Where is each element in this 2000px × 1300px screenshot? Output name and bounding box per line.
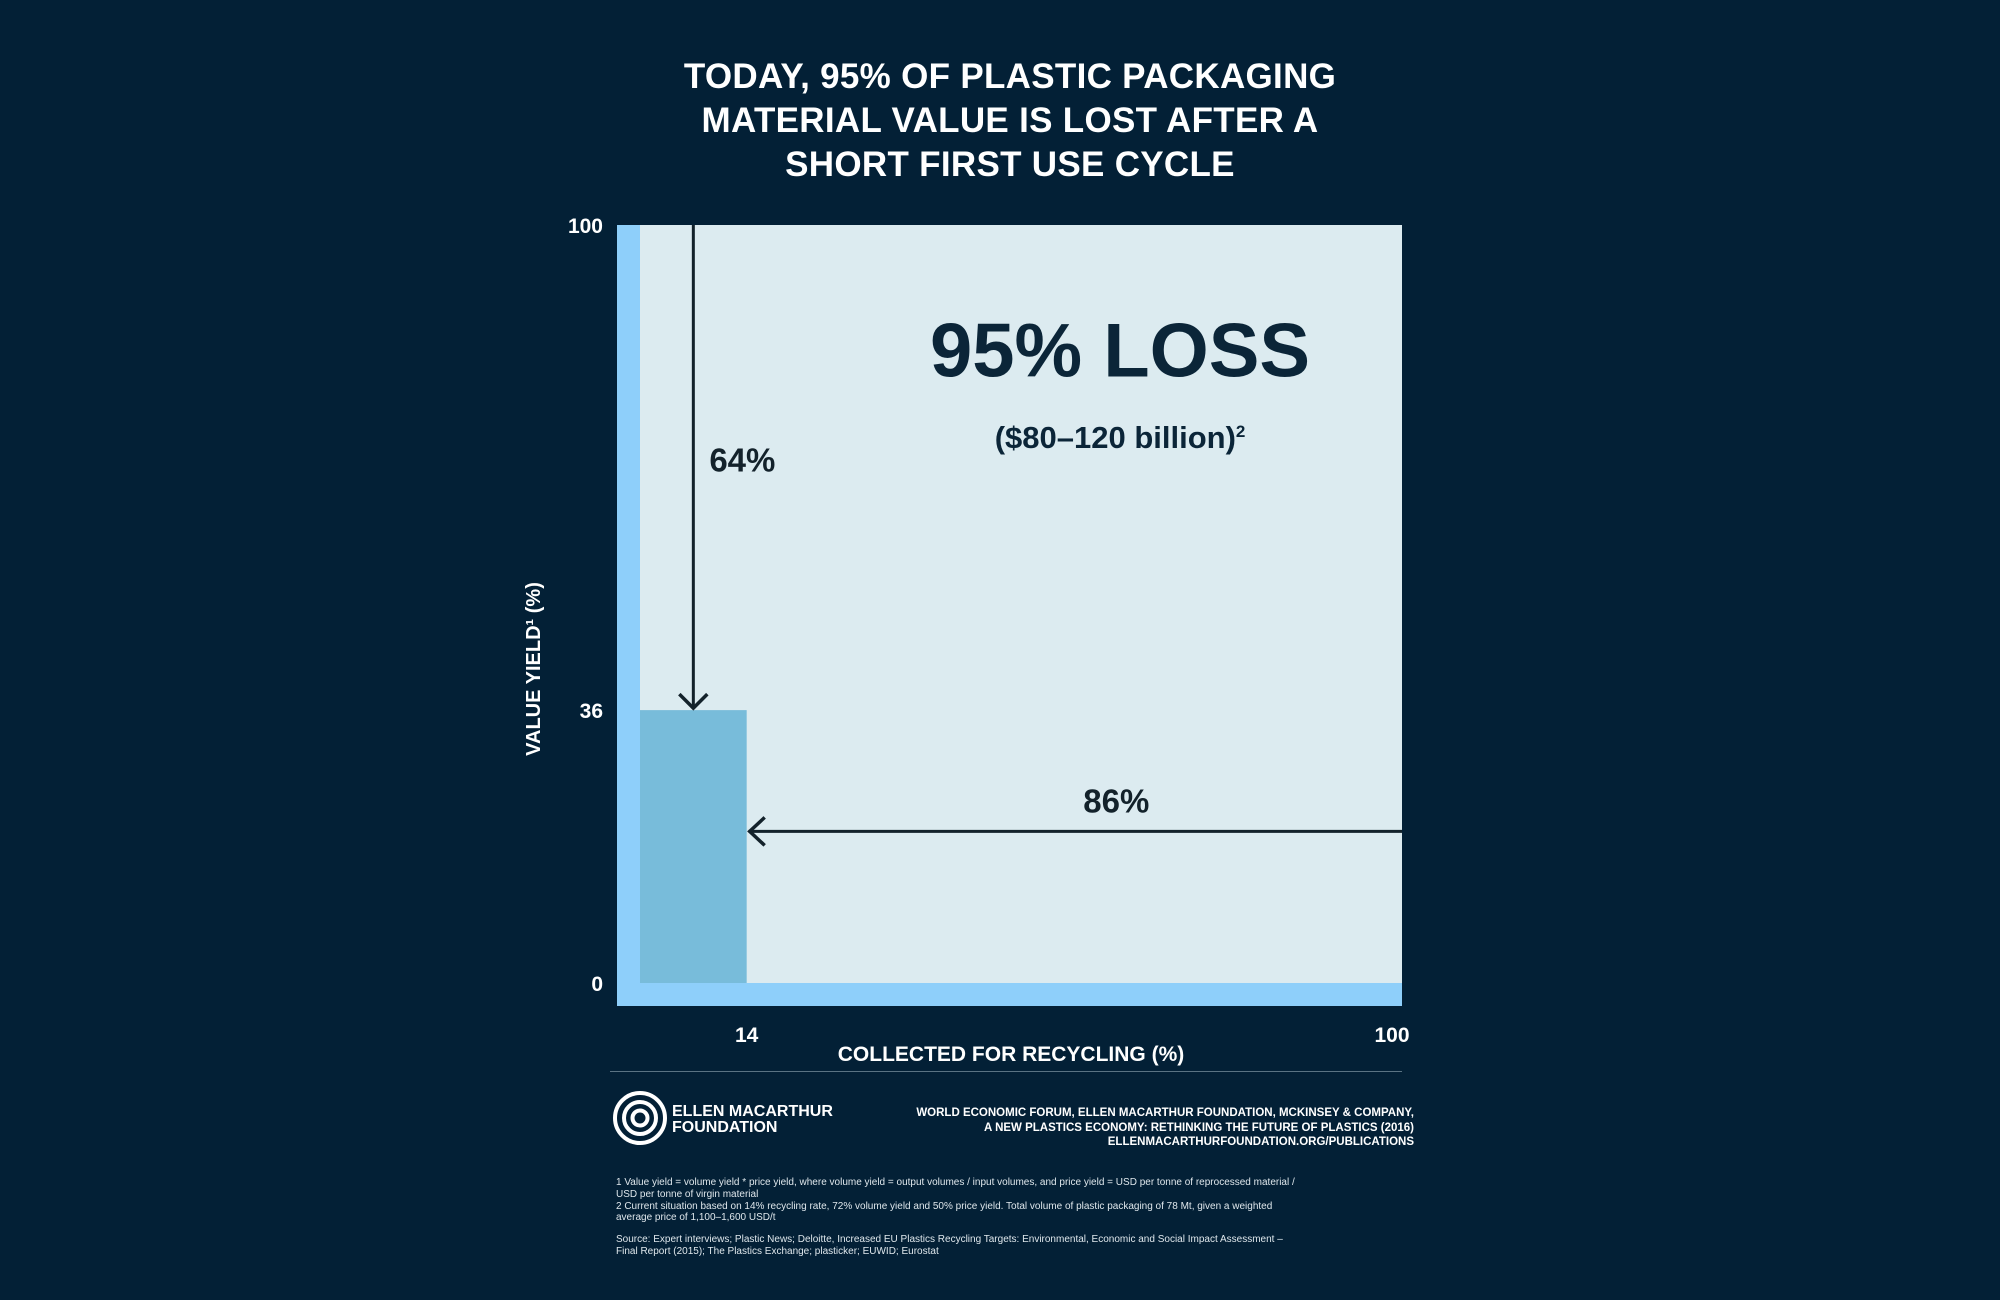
foundation-name-line: FOUNDATION — [672, 1119, 778, 1136]
x-tick-labels: 14 100 — [735, 1024, 1410, 1047]
y-axis-label: VALUE YIELD¹ (%) — [523, 582, 545, 756]
foundation-name-line: ELLEN MACARTHUR — [672, 1103, 833, 1120]
title-line: SHORT FIRST USE CYCLE — [785, 145, 1235, 184]
title-line: TODAY, 95% OF PLASTIC PACKAGING — [683, 57, 1337, 96]
loss-sublabel: ($80–120 billion)2 — [995, 420, 1246, 455]
footer-divider — [610, 1071, 1402, 1072]
x-tick-label: 14 — [735, 1024, 759, 1047]
y-tick-labels: 0 36 100 — [568, 215, 603, 996]
retained-value-bar — [640, 710, 747, 983]
footnotes: 1 Value yield = volume yield * price yie… — [616, 1177, 1296, 1258]
citation: WORLD ECONOMIC FORUM, ELLEN MACARTHUR FO… — [916, 1106, 1414, 1150]
page-title: TODAY, 95% OF PLASTIC PACKAGING MATERIAL… — [500, 55, 1520, 187]
concentric-circles-logo-icon — [613, 1091, 667, 1145]
footnote-2: 2 Current situation based on 14% recycli… — [616, 1200, 1273, 1224]
citation-line: WORLD ECONOMIC FORUM, ELLEN MACARTHUR FO… — [916, 1107, 1414, 1119]
arrow-86-head — [747, 816, 766, 847]
x-tick-label: 100 — [1374, 1024, 1409, 1047]
loss-sublabel-footnote: 2 — [1236, 422, 1245, 441]
loss-panel — [640, 225, 1402, 983]
title-line: MATERIAL VALUE IS LOST AFTER A — [701, 101, 1319, 140]
arrow-64-head — [678, 692, 709, 711]
loss-label: 95% LOSS — [930, 309, 1310, 394]
y-tick-label: 100 — [568, 215, 603, 238]
foundation-name: ELLEN MACARTHUR FOUNDATION — [672, 1104, 833, 1136]
citation-line: ELLENMACARTHURFOUNDATION.ORG/PUBLICATION… — [1107, 1136, 1414, 1148]
y-tick-label: 0 — [591, 973, 603, 996]
arrow-86-label: 86% — [1083, 782, 1149, 819]
x-axis-label: COLLECTED FOR RECYCLING (%) — [838, 1043, 1185, 1066]
arrow-64-label: 64% — [709, 441, 775, 478]
footnote-1: 1 Value yield = volume yield * price yie… — [616, 1177, 1295, 1200]
citation-line: A NEW PLASTICS ECONOMY: RETHINKING THE F… — [984, 1121, 1414, 1134]
loss-sublabel-text: ($80–120 billion) — [995, 420, 1236, 455]
source-note: Source: Expert interviews; Plastic News;… — [616, 1234, 1283, 1257]
y-tick-label: 36 — [580, 700, 603, 723]
